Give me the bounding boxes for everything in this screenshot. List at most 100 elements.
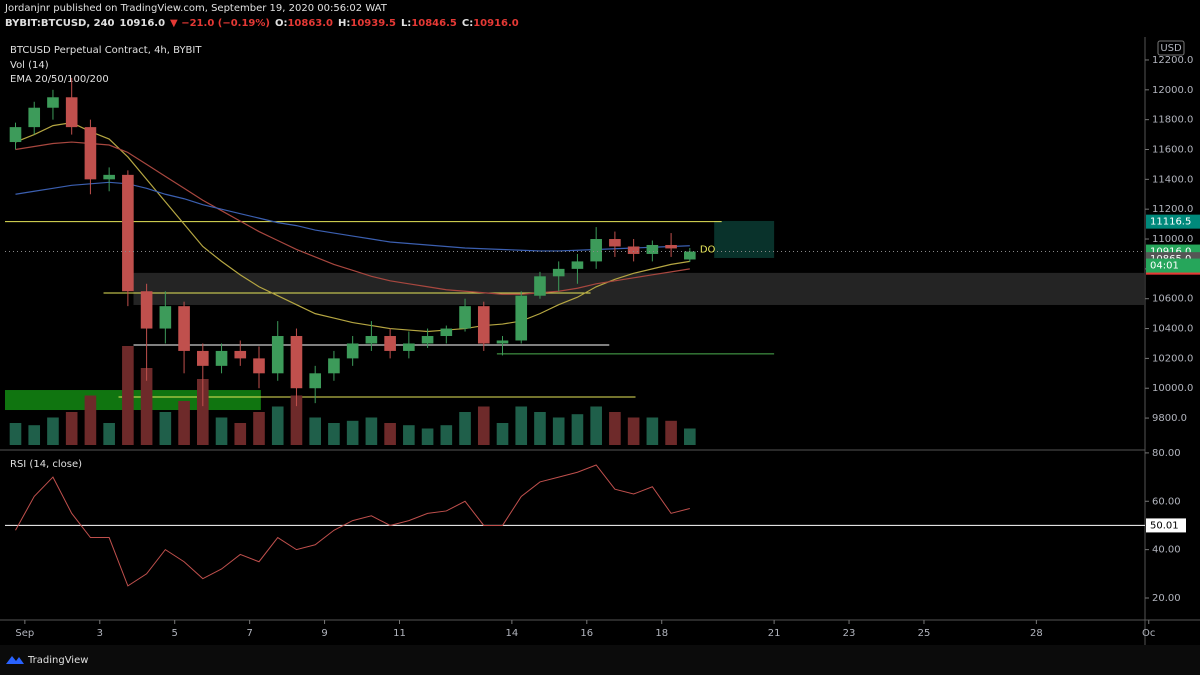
candle-body [421, 336, 434, 344]
candle-body [159, 306, 172, 329]
candle-body [178, 306, 190, 351]
x-tick-label: 11 [393, 628, 406, 639]
y-tick-label: 10000.0 [1152, 383, 1193, 394]
x-tick-label: 25 [918, 628, 931, 639]
author-line: Jordanjnr published on TradingView.com, … [4, 3, 388, 14]
price-change: ▼ −21.0 (−0.19%) [170, 18, 270, 29]
volume-bar [196, 379, 209, 445]
x-tick-label: 21 [768, 628, 781, 639]
candle-body [196, 350, 209, 366]
ohlc-value: 10916.0 [473, 18, 519, 29]
volume-bar [665, 420, 677, 445]
annotation: DO [700, 245, 716, 256]
brand: TradingView [27, 655, 88, 666]
zone [714, 220, 775, 258]
y-tick-label: 12000.0 [1152, 85, 1193, 96]
volume-bar [84, 395, 97, 445]
price-badge [1146, 214, 1200, 229]
x-tick-label: 3 [97, 628, 103, 639]
candle-body [271, 336, 284, 374]
candle-body [253, 358, 265, 374]
rsi-badge [1146, 518, 1186, 533]
volume-bar [328, 423, 340, 445]
volume-bar [9, 423, 22, 445]
ema-label: EMA 20/50/100/200 [10, 74, 109, 85]
y-tick-label: 10400.0 [1152, 324, 1193, 335]
x-tick-label: 23 [843, 628, 856, 639]
volume-bar [552, 417, 565, 445]
ohlc-label: C: [462, 18, 473, 29]
candle-body [571, 261, 584, 269]
ohlc-value: 10863.0 [287, 18, 333, 29]
candle-body [290, 336, 303, 389]
volume-bar [365, 417, 378, 445]
candle-body [140, 291, 153, 329]
volume-bar [496, 423, 509, 445]
volume-bar [346, 420, 359, 445]
y-tick-label: 10600.0 [1152, 294, 1193, 305]
currency: USD [1160, 43, 1182, 54]
volume-bar [65, 412, 78, 445]
candle-body [234, 350, 247, 359]
candle-body [84, 127, 97, 180]
candle-body [440, 328, 453, 337]
footer-bar [0, 645, 1200, 675]
volume-bar [253, 412, 265, 445]
candle-body [9, 127, 22, 143]
candle-body [665, 244, 677, 249]
ohlc-value: 10846.5 [411, 18, 457, 29]
ohlc-label: L: [401, 18, 411, 29]
candle-body [496, 340, 509, 344]
chart-title: BTCUSD Perpetual Contract, 4h, BYBIT [10, 45, 202, 56]
candle-body [365, 336, 378, 344]
y-tick-label: 11000.0 [1152, 234, 1193, 245]
volume-bar [534, 412, 546, 445]
x-tick-label: 16 [580, 628, 593, 639]
rsi-badge-label: 50.01 [1150, 520, 1179, 531]
candle-body [65, 97, 78, 128]
rsi-tick-label: 60.00 [1152, 496, 1181, 507]
candle-body [215, 350, 228, 366]
y-tick-label: 11600.0 [1152, 145, 1193, 156]
currency-box [1157, 40, 1185, 56]
volume-bar [403, 425, 415, 445]
volume-bar [627, 417, 640, 445]
x-tick-label: Sep [15, 628, 34, 639]
candle-body [609, 239, 621, 247]
candle-body [646, 244, 659, 254]
volume-bar [384, 423, 396, 445]
x-tick-label: Oc [1142, 628, 1155, 639]
candle-body [459, 306, 471, 329]
y-tick-label: 11400.0 [1152, 174, 1193, 185]
volume-bar [590, 406, 602, 445]
volume-bar [440, 425, 453, 445]
candle-body [534, 276, 546, 296]
volume-bar [140, 368, 153, 445]
volume-bar [47, 417, 59, 445]
candle-body [515, 295, 528, 341]
ohlc-value: 10939.5 [350, 18, 396, 29]
x-tick-label: 14 [506, 628, 519, 639]
candle-body [47, 97, 59, 108]
volume-bar [421, 428, 434, 445]
volume-bar [515, 406, 528, 445]
rsi-tick-label: 20.00 [1152, 593, 1181, 604]
countdown-badge [1146, 258, 1200, 273]
ema-line [15, 141, 690, 295]
volume-bar [103, 423, 115, 445]
rsi-tick-label: 40.00 [1152, 545, 1181, 556]
candle-body [403, 343, 415, 351]
price-badge-label: 10916.0 [1150, 247, 1191, 258]
volume-bar [159, 412, 172, 445]
candle-body [346, 343, 359, 359]
candle-body [122, 174, 134, 292]
x-tick-label: 18 [655, 628, 668, 639]
y-tick-label: 10200.0 [1152, 353, 1193, 364]
candle-body [309, 373, 322, 389]
volume-bar [290, 395, 303, 445]
candle-body [627, 246, 640, 254]
candle-body [477, 306, 490, 344]
candle-body [103, 174, 115, 180]
volume-bar [646, 417, 659, 445]
